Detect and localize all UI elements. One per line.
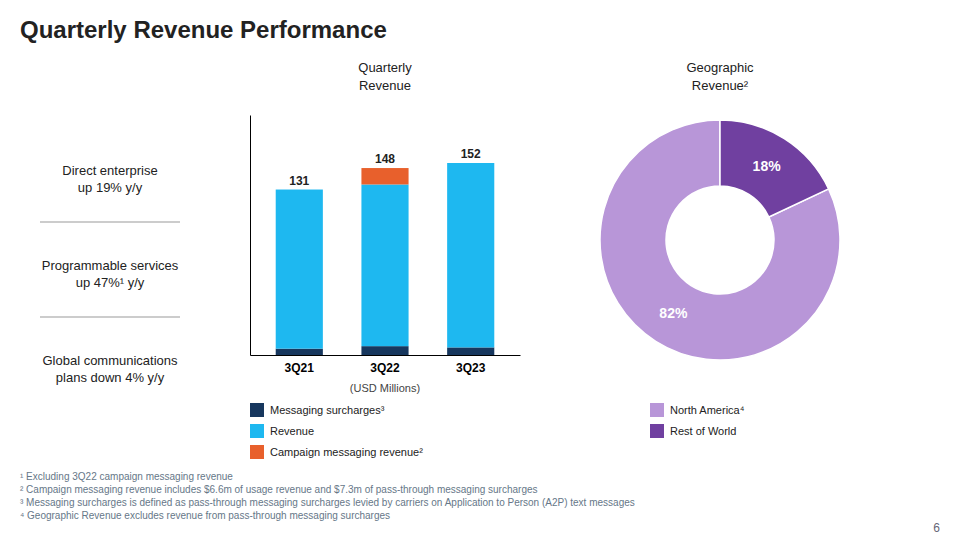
legend-label: Messaging surcharges³ [270, 404, 385, 416]
bar [361, 168, 408, 184]
slice-label: 18% [753, 158, 782, 174]
slice-label: 82% [659, 305, 688, 321]
total-label: 148 [375, 152, 395, 166]
annotation-line: plans down 4% y/y [56, 370, 165, 385]
footnote: ³ Messaging surcharges is defined as pas… [20, 497, 635, 508]
bar [447, 163, 494, 164]
x-tick: 3Q21 [285, 355, 315, 375]
y-axis-line [250, 116, 251, 356]
legend-swatch [250, 445, 264, 459]
bar [447, 163, 494, 347]
x-tick-label: 3Q23 [456, 361, 486, 375]
x-tick-label: 3Q21 [285, 361, 315, 375]
x-axis: 3Q21 3Q22 3Q23 [251, 355, 521, 375]
chart-title: Quarterly Revenue [358, 60, 412, 93]
chart-title-line: Geographic [686, 60, 754, 75]
annotation: Global communications plans down 4% y/y [42, 353, 178, 385]
bar-series [361, 168, 408, 184]
total-label: 131 [289, 174, 309, 188]
annotation-line: Programmable services [42, 258, 179, 273]
chart-title-line: Quarterly [358, 60, 412, 75]
footnote: ² Campaign messaging revenue includes $6… [20, 484, 538, 495]
page-title: Quarterly Revenue Performance [20, 16, 387, 43]
legend-swatch [250, 424, 264, 438]
legend: North America⁴ Rest of World [650, 403, 745, 438]
bar [361, 184, 408, 346]
divider [40, 316, 180, 318]
legend-swatch [250, 403, 264, 417]
x-tick: 3Q22 [370, 355, 400, 375]
annotation-line: Direct enterprise [62, 163, 157, 178]
x-axis-label: (USD Millions) [350, 382, 420, 394]
bar [361, 346, 408, 355]
total-label: 152 [461, 147, 481, 161]
legend-label: North America⁴ [670, 404, 745, 416]
pie-chart: Geographic Revenue² 82% 18% North America⁴ Re… [600, 60, 840, 438]
bar-series [276, 163, 495, 349]
x-tick-label: 3Q22 [370, 361, 400, 375]
legend-swatch [650, 403, 664, 417]
legend-label: Campaign messaging revenue² [270, 446, 423, 458]
slice [600, 120, 840, 360]
annotation: Programmable services up 47%¹ y/y [42, 258, 179, 290]
legend-swatch [650, 424, 664, 438]
annotation-line: up 19% y/y [78, 180, 143, 195]
footnote: ⁴ Geographic Revenue excludes revenue fr… [20, 510, 390, 521]
chart-title-line: Revenue² [692, 78, 749, 93]
bar-chart: Quarterly Revenue 131 148 152 3Q21 3Q22 3Q23 (US… [250, 60, 521, 459]
chart-title: Geographic Revenue² [686, 60, 754, 93]
slice [720, 120, 829, 217]
annotation: Direct enterprise up 19% y/y [62, 163, 157, 195]
legend: Messaging surcharges³ Revenue Campaign mes… [250, 403, 423, 459]
x-axis-line [251, 355, 521, 356]
slices [600, 120, 840, 360]
annotation-line: up 47%¹ y/y [76, 275, 145, 290]
divider [40, 221, 180, 223]
annotation-line: Global communications [42, 353, 178, 368]
footnote: ¹ Excluding 3Q22 campaign messaging reve… [20, 471, 233, 482]
chart-title-line: Revenue [359, 78, 411, 93]
y-axis [250, 116, 251, 356]
x-tick: 3Q23 [456, 355, 486, 375]
bar [276, 349, 323, 355]
bar [447, 347, 494, 355]
legend-label: Rest of World [670, 425, 736, 437]
bars [276, 163, 495, 355]
bar [276, 189, 323, 190]
bar [276, 190, 323, 349]
legend-label: Revenue [270, 425, 314, 437]
page-number: 6 [933, 521, 940, 535]
